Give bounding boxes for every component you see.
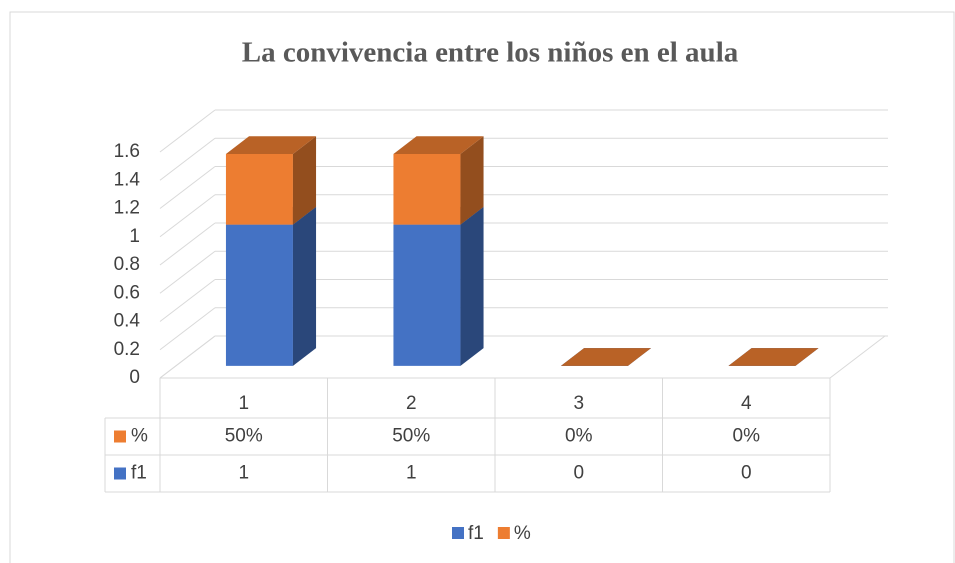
table-value: 1 [406, 463, 417, 484]
bar-side [292, 206, 317, 366]
bar-front [393, 224, 461, 366]
y-tick-label: 1.6 [114, 141, 140, 162]
legend-key [497, 527, 510, 539]
legend-label: f1 [468, 523, 484, 544]
y-tick-label: 1.4 [114, 169, 141, 190]
table-legend-key [114, 467, 126, 480]
bar-front [393, 153, 461, 225]
chart-title: La convivencia entre los niños en el aul… [242, 37, 739, 69]
bar-front [225, 153, 293, 225]
y-tick-label: 0.6 [114, 282, 140, 303]
bar-top [728, 348, 819, 366]
grid-line [159, 166, 216, 209]
table-row-label: % [131, 426, 148, 447]
table-value: 50% [392, 426, 430, 447]
table-row-label: f1 [131, 463, 147, 484]
legend-label: % [514, 523, 531, 544]
bar-side [460, 206, 484, 366]
bar-side [460, 136, 484, 225]
bar-top [225, 136, 317, 154]
floor-edge [829, 335, 886, 379]
grid-line [159, 222, 216, 266]
grid-line [159, 194, 216, 238]
table-value: 0 [573, 463, 584, 484]
table-value: 1 [238, 463, 249, 484]
x-tick-label: 4 [741, 393, 752, 414]
table-legend-key [114, 430, 126, 443]
legend-key [452, 527, 464, 539]
y-tick-label: 0.4 [114, 311, 141, 332]
bar-front [225, 224, 293, 366]
table-value: 50% [225, 426, 263, 447]
table-value: 0% [733, 426, 761, 447]
bar-top [560, 348, 652, 366]
grid-line [159, 279, 216, 322]
x-tick-label: 3 [573, 393, 584, 414]
grid-line [159, 307, 216, 351]
y-tick-label: 1.2 [114, 198, 140, 219]
x-tick-label: 2 [406, 393, 417, 414]
bar-side [292, 136, 317, 225]
y-tick-label: 0 [129, 367, 140, 388]
table-value: 0% [565, 426, 593, 447]
y-tick-label: 0.2 [114, 339, 140, 360]
grid-line [159, 250, 216, 294]
y-tick-label: 1 [129, 226, 140, 247]
y-tick-label: 0.8 [114, 254, 140, 275]
grid-line [159, 335, 216, 379]
bar-top [393, 136, 484, 154]
x-tick-label: 1 [238, 393, 249, 414]
grid-line [159, 109, 216, 153]
grid-line [159, 137, 216, 181]
table-value: 0 [741, 463, 752, 484]
